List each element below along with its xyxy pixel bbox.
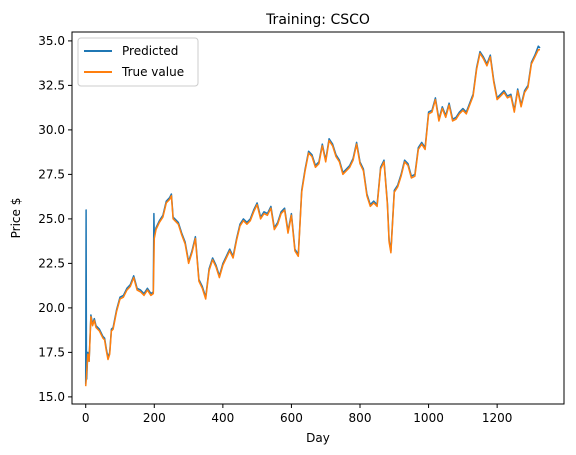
x-tick-label: 600 xyxy=(280,411,303,425)
y-tick-label: 30.0 xyxy=(38,123,65,137)
series-line-true-value xyxy=(84,49,540,387)
y-tick-label: 22.5 xyxy=(38,256,65,270)
y-tick-label: 32.5 xyxy=(38,78,65,92)
y-tick-label: 17.5 xyxy=(38,345,65,359)
chart-title: Training: CSCO xyxy=(265,12,370,28)
y-tick-label: 35.0 xyxy=(38,34,65,48)
x-tick-label: 800 xyxy=(349,411,372,425)
plot-frame xyxy=(71,31,565,405)
legend-label-true-value: True value xyxy=(121,65,184,79)
x-axis: 0 200 400 600 800 1000 1200 xyxy=(82,404,513,425)
x-tick-label: 400 xyxy=(211,411,234,425)
x-tick-label: 0 xyxy=(82,411,90,425)
legend: Predicted True value xyxy=(77,37,199,87)
y-tick-label: 27.5 xyxy=(38,167,65,181)
y-tick-label: 15.0 xyxy=(38,390,65,404)
y-axis-label: Price $ xyxy=(9,198,23,239)
y-tick-label: 25.0 xyxy=(38,212,65,226)
x-tick-label: 1200 xyxy=(482,411,513,425)
y-tick-label: 20.0 xyxy=(38,301,65,315)
x-tick-label: 200 xyxy=(143,411,166,425)
x-axis-label: Day xyxy=(306,431,330,445)
series-layer xyxy=(84,45,541,387)
y-axis: 15.0 17.5 20.0 22.5 25.0 27.5 30.0 32.5 35.0 xyxy=(38,34,72,404)
x-tick-label: 1000 xyxy=(413,411,444,425)
legend-label-predicted: Predicted xyxy=(122,44,178,58)
series-line-predicted xyxy=(84,45,541,385)
